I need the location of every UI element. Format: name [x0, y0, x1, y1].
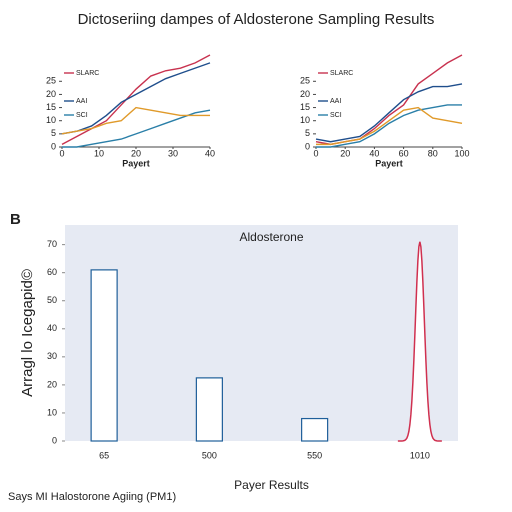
- x-tick-label: 80: [428, 148, 438, 158]
- peak: [397, 241, 442, 442]
- x-tick-label: 100: [454, 148, 469, 158]
- x-tick-label: 550: [307, 450, 322, 460]
- y-tick-label: 15: [46, 102, 56, 112]
- chart-title: Aldosterone: [239, 230, 303, 244]
- y-tick-label: 5: [305, 128, 310, 138]
- x-tick-label: 20: [340, 148, 350, 158]
- legend-label: AAI: [330, 98, 341, 105]
- line-series: [316, 104, 462, 148]
- y-tick-label: 60: [47, 267, 57, 277]
- y-axis-label: Arragl lo Icegapid©: [19, 269, 36, 397]
- line-series: [315, 83, 463, 143]
- line-series: [62, 109, 211, 148]
- y-tick-label: 5: [51, 128, 56, 138]
- y-tick-label: 20: [47, 379, 57, 389]
- y-tick-label: 10: [47, 407, 57, 417]
- x-axis-label: Payer Results: [234, 478, 309, 492]
- x-tick-label: 60: [399, 148, 409, 158]
- y-tick-label: 30: [47, 351, 57, 361]
- y-tick-label: 0: [51, 141, 56, 151]
- x-tick-label: 20: [131, 148, 141, 158]
- y-tick-label: 20: [300, 89, 310, 99]
- y-tick-label: 20: [46, 89, 56, 99]
- x-tick-label: 30: [168, 148, 178, 158]
- y-tick-label: 25: [300, 76, 310, 86]
- legend-label: SCI: [330, 112, 342, 119]
- bar: [301, 417, 329, 442]
- panel-label: B: [10, 211, 21, 228]
- y-tick-label: 0: [52, 435, 57, 445]
- y-tick-label: 50: [47, 295, 57, 305]
- plot-background: [65, 225, 458, 441]
- y-tick-label: 10: [300, 115, 310, 125]
- x-tick-label: 10: [94, 148, 104, 158]
- line-series: [316, 106, 463, 146]
- x-tick-label: 0: [59, 148, 64, 158]
- line-series: [61, 106, 210, 135]
- line-series: [61, 54, 211, 145]
- caption: Says MI Halostorone Agiing (PM1): [8, 491, 176, 503]
- bar: [195, 377, 223, 442]
- legend-label: SLARC: [330, 70, 353, 77]
- legend-label: SLARC: [76, 70, 99, 77]
- x-tick-label: 0: [313, 148, 318, 158]
- legend-label: AAI: [76, 98, 87, 105]
- x-tick-label: 40: [205, 148, 215, 158]
- x-tick-label: 1010: [410, 450, 430, 460]
- line-series: [61, 62, 211, 135]
- y-tick-label: 25: [46, 76, 56, 86]
- bar: [90, 269, 118, 442]
- y-tick-label: 0: [305, 141, 310, 151]
- y-tick-label: 70: [47, 239, 57, 249]
- x-tick-label: 500: [202, 450, 217, 460]
- x-axis-label: Payert: [122, 158, 150, 168]
- page-title: Dictoseriing dampes of Aldosterone Sampl…: [78, 11, 435, 28]
- y-tick-label: 40: [47, 323, 57, 333]
- y-tick-label: 10: [46, 115, 56, 125]
- x-axis-label: Payert: [375, 158, 403, 168]
- x-tick-label: 40: [369, 148, 379, 158]
- y-tick-label: 15: [300, 102, 310, 112]
- x-tick-label: 65: [99, 450, 109, 460]
- legend-label: SCI: [76, 112, 88, 119]
